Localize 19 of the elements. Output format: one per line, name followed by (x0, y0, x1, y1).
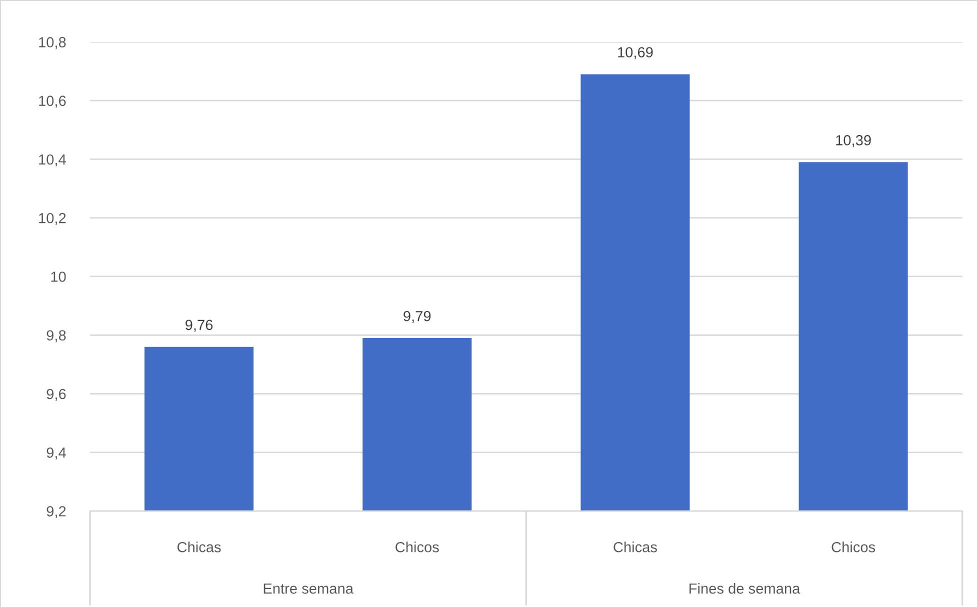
x-tick-label: Chicos (396, 542, 439, 552)
x-tick-label: Chicos (832, 542, 876, 552)
y-tick-label: 10,6 (39, 96, 66, 108)
y-tick-label: 9,8 (46, 330, 66, 342)
data-label: 9,79 (404, 310, 431, 324)
y-tick-label: 9,6 (46, 388, 66, 401)
x-tick-label: Chicas (177, 542, 221, 552)
y-tick-label: 10 (51, 272, 66, 282)
text: Entre semana (264, 584, 354, 594)
y-tick-label: 9,2 (46, 506, 66, 518)
y-tick-label: 10,2 (39, 212, 66, 226)
data-label: 10,69 (618, 47, 653, 60)
text: Fines de semana (690, 583, 800, 594)
y-tick-label: 10,4 (39, 154, 66, 166)
data-label: 9,76 (186, 320, 213, 332)
x-tick-label: Chicas (614, 542, 657, 552)
y-tick-label: 9,4 (46, 447, 66, 460)
data-label: 10,39 (836, 135, 871, 148)
y-tick-label: 10,8 (39, 37, 66, 50)
